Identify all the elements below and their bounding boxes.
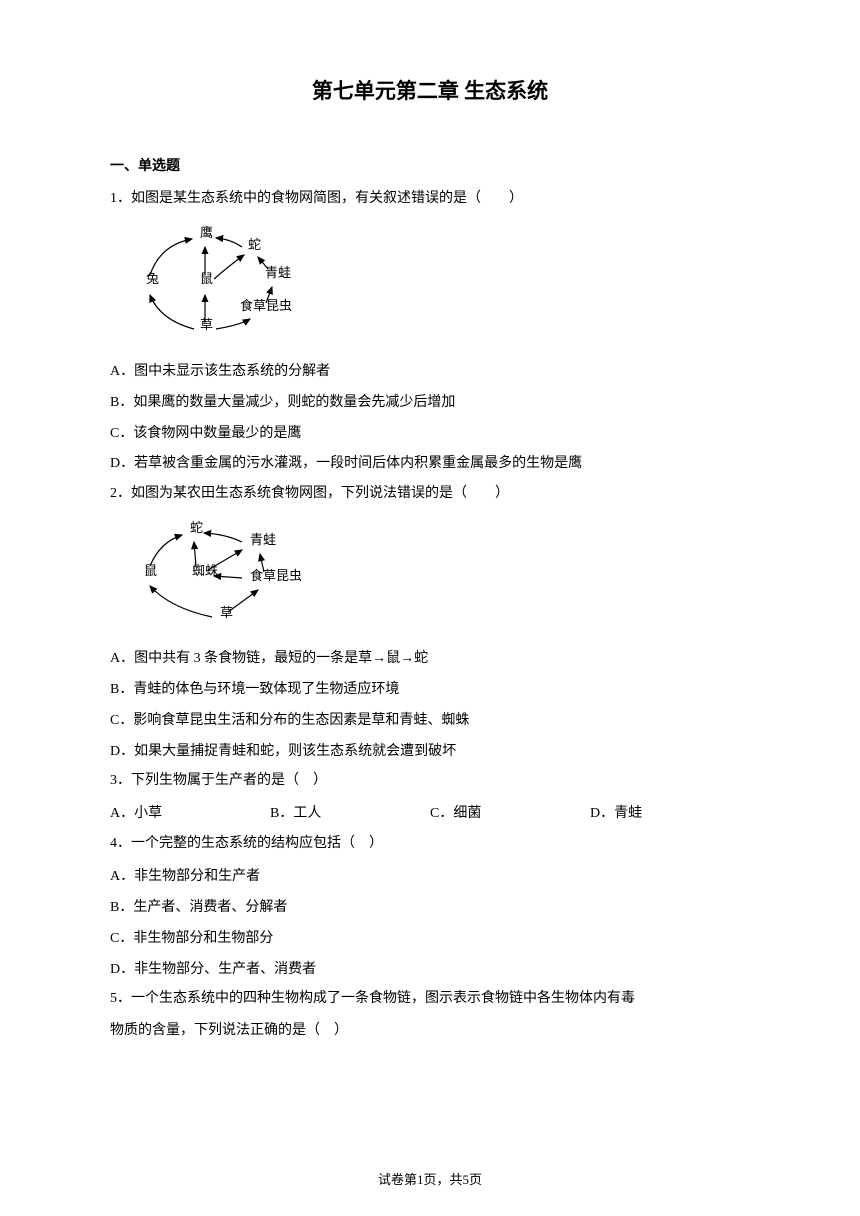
q3-stem: 3．下列生物属于生产者的是（ ） [110, 767, 750, 795]
q1-option-c: C．该食物网中数量最少的是鹰 [110, 419, 750, 450]
section-header: 一、单选题 [110, 155, 750, 175]
svg-text:蛇: 蛇 [190, 520, 203, 535]
q4-option-a: A．非生物部分和生产者 [110, 862, 750, 893]
q4-stem: 4．一个完整的生态系统的结构应包括（ ） [110, 830, 750, 858]
q1-option-b: B．如果鹰的数量大量减少，则蛇的数量会先减少后增加 [110, 388, 750, 419]
q1-stem: 1．如图是某生态系统中的食物网简图，有关叙述错误的是（ ） [110, 185, 750, 213]
q3-option-a: A．小草 [110, 799, 270, 830]
svg-text:蜘蛛: 蜘蛛 [192, 563, 218, 578]
svg-text:草: 草 [200, 317, 213, 332]
q5-stem-line1: 5．一个生态系统中的四种生物构成了一条食物链，图示表示食物链中各生物体内有毒 [110, 985, 750, 1013]
q3-options: A．小草 B．工人 C．细菌 D．青蛙 [110, 799, 750, 830]
svg-text:兔: 兔 [146, 271, 159, 286]
q1-option-d: D．若草被含重金属的污水灌溉，一段时间后体内积累重金属最多的生物是鹰 [110, 449, 750, 480]
q2-foodweb-diagram: 蛇青蛙鼠 蜘蛛 食草昆虫草 [130, 520, 750, 632]
q2-option-c: C．影响食草昆虫生活和分布的生态因素是草和青蛙、蜘蛛 [110, 706, 750, 737]
svg-text:鼠: 鼠 [200, 271, 213, 286]
q3-option-d: D．青蛙 [590, 799, 642, 830]
q3-option-c: C．细菌 [430, 799, 590, 830]
svg-text:食草昆虫: 食草昆虫 [240, 298, 292, 313]
page-footer: 试卷第1页，共5页 [0, 1169, 860, 1188]
svg-text:鹰: 鹰 [200, 225, 213, 240]
q4-option-d: D．非生物部分、生产者、消费者 [110, 955, 750, 986]
q2-option-b: B．青蛙的体色与环境一致体现了生物适应环境 [110, 675, 750, 706]
q4-option-b: B．生产者、消费者、分解者 [110, 893, 750, 924]
q2-stem: 2．如图为某农田生态系统食物网图，下列说法错误的是（ ） [110, 480, 750, 508]
q1-foodweb-diagram: 鹰蛇青蛙 兔 鼠食草昆虫草 [130, 225, 750, 345]
q1-option-a: A．图中未显示该生态系统的分解者 [110, 357, 750, 388]
q5-stem-line2: 物质的含量，下列说法正确的是（ ） [110, 1017, 750, 1045]
q2-option-d: D．如果大量捕捉青蛙和蛇，则该生态系统就会遭到破坏 [110, 737, 750, 768]
svg-text:蛇: 蛇 [248, 237, 261, 252]
svg-text:食草昆虫: 食草昆虫 [250, 568, 302, 583]
q2-option-a: A．图中共有 3 条食物链，最短的一条是草→鼠→蛇 [110, 644, 750, 675]
svg-text:青蛙: 青蛙 [265, 265, 291, 280]
page-title: 第七单元第二章 生态系统 [110, 75, 750, 105]
svg-text:青蛙: 青蛙 [250, 532, 276, 547]
svg-text:鼠: 鼠 [144, 563, 157, 578]
svg-text:草: 草 [220, 605, 233, 620]
q4-option-c: C．非生物部分和生物部分 [110, 924, 750, 955]
q3-option-b: B．工人 [270, 799, 430, 830]
